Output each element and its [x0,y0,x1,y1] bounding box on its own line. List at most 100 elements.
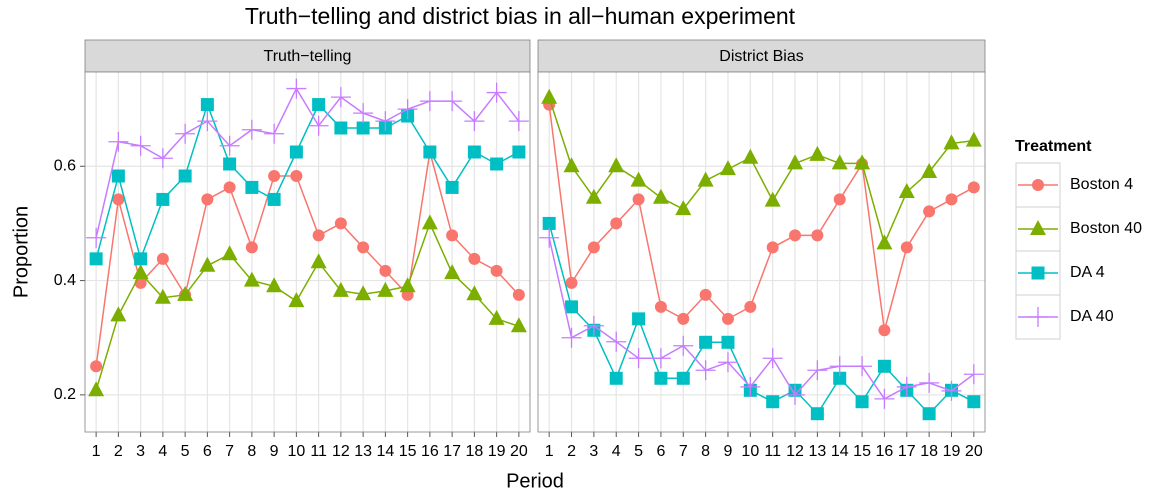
marker [810,407,824,421]
marker [134,252,148,266]
x-tick-label: 12 [786,443,804,460]
marker [699,288,712,301]
marker [466,285,483,301]
x-tick-label: 6 [203,443,212,460]
marker [245,241,258,254]
marker [223,157,237,171]
marker [654,300,667,313]
marker [699,335,713,349]
marker [177,285,194,301]
x-tick-label: 11 [310,443,327,460]
marker [334,121,348,135]
marker [375,111,396,132]
marker [539,227,560,248]
marker [717,352,738,373]
marker [267,192,281,206]
marker [677,312,690,325]
panel [538,72,985,432]
marker [468,252,481,265]
marker [397,99,418,120]
marker [744,300,757,313]
marker [379,264,392,277]
x-tick-label: 2 [114,443,123,460]
chart-title: Truth−telling and district bias in all−h… [245,3,796,29]
marker [789,229,802,242]
legend-title: Treatment [1015,138,1092,155]
x-tick-label: 13 [808,443,826,460]
marker [464,111,485,132]
marker [945,193,958,206]
marker [565,276,578,289]
marker [88,381,105,397]
x-tick-label: 2 [567,443,576,460]
marker [833,193,846,206]
marker [561,327,582,348]
line [548,237,975,400]
x-tick-label: 15 [853,443,871,460]
marker [721,335,735,349]
marker [967,181,980,194]
marker [829,356,850,377]
y-axis-title: Proportion [10,206,32,298]
marker [355,285,372,301]
x-tick-label: 15 [399,443,417,460]
marker [608,157,625,173]
marker [178,169,192,183]
marker [312,98,326,112]
x-tick-label: 19 [488,443,506,460]
line [95,151,520,367]
marker [833,371,847,385]
marker [243,271,260,287]
x-tick-label: 4 [612,443,621,460]
legend-label: DA 40 [1070,308,1114,325]
series [86,78,529,248]
marker [154,288,171,304]
marker [200,98,214,112]
marker [444,264,461,280]
marker [330,87,351,108]
marker [585,188,602,204]
marker [740,376,761,397]
marker [423,145,437,159]
marker [219,135,240,156]
strip-title: Truth−telling [264,48,352,65]
x-tick-label: 9 [724,443,733,460]
marker [90,360,103,373]
series [89,98,526,266]
x-tick-label: 3 [136,443,145,460]
x-tick-label: 18 [465,443,483,460]
marker [490,157,504,171]
x-tick-label: 3 [589,443,598,460]
marker [587,241,600,254]
marker [742,148,759,164]
marker [221,245,238,261]
marker [965,131,982,147]
marker [766,395,780,409]
marker [156,192,170,206]
x-tick-label: 10 [741,443,759,460]
marker [854,154,871,170]
marker [876,234,893,250]
marker [199,256,216,272]
marker [676,371,690,385]
panel-border [84,71,531,433]
marker [508,111,529,132]
marker [852,356,873,377]
marker [266,277,283,293]
series [88,214,527,397]
marker [223,181,236,194]
legend-label: Boston 40 [1070,220,1142,237]
x-tick-label: 20 [965,443,983,460]
x-tick-label: 14 [376,443,394,460]
marker [787,154,804,170]
series [543,98,980,337]
marker [941,380,962,401]
x-tick-label: 10 [287,443,305,460]
x-tick-label: 18 [920,443,938,460]
marker [1030,220,1046,235]
marker [353,103,374,124]
marker [855,395,869,409]
marker [583,315,604,336]
marker [874,388,895,409]
